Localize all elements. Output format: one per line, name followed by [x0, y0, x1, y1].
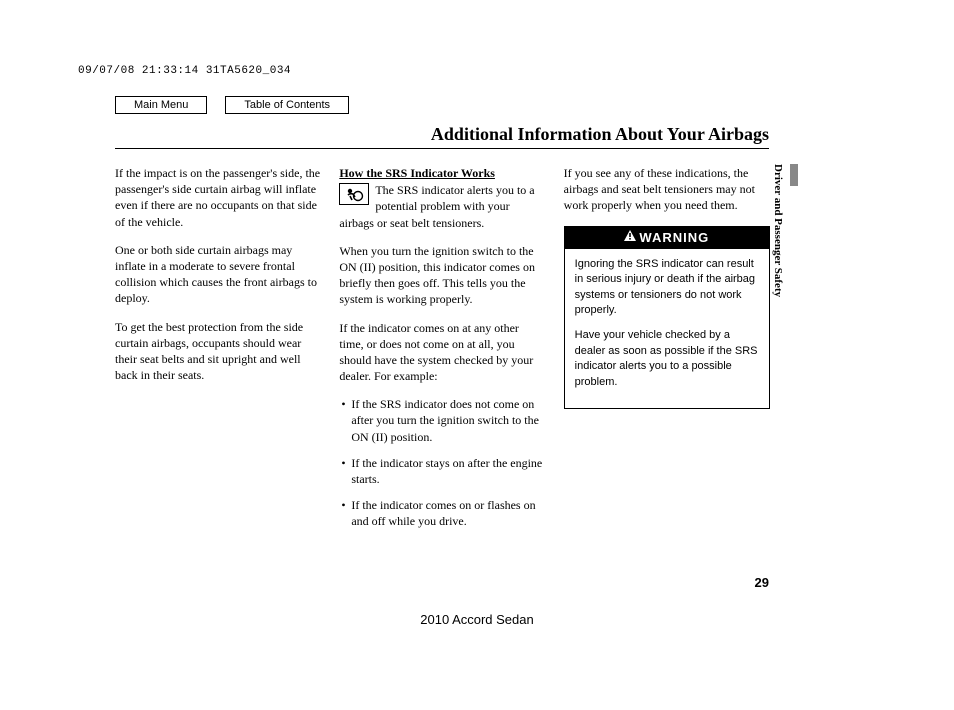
bullet-1: If the SRS indicator does not come on af… — [339, 396, 545, 445]
srs-subhead: How the SRS Indicator Works — [339, 165, 545, 181]
page-title: Additional Information About Your Airbag… — [431, 124, 769, 145]
vehicle-label: 2010 Accord Sedan — [0, 612, 954, 627]
nav-buttons: Main Menu Table of Contents — [115, 96, 349, 114]
warning-header: WARNING — [565, 227, 769, 249]
side-section-label: Driver and Passenger Safety — [772, 164, 784, 297]
side-index-block — [790, 164, 798, 186]
warning-triangle-icon — [624, 228, 636, 246]
col1-p1: If the impact is on the passenger's side… — [115, 165, 321, 230]
title-rule — [115, 148, 769, 149]
timestamp: 09/07/08 21:33:14 31TA5620_034 — [78, 65, 291, 77]
warning-p1: Ignoring the SRS indicator can result in… — [575, 257, 759, 319]
warning-box: WARNING Ignoring the SRS indicator can r… — [564, 226, 770, 409]
col1-p2: One or both side curtain airbags may inf… — [115, 242, 321, 307]
col1-p3: To get the best protection from the side… — [115, 319, 321, 384]
warning-body: Ignoring the SRS indicator can result in… — [565, 249, 769, 390]
main-menu-button[interactable]: Main Menu — [115, 96, 207, 114]
toc-button[interactable]: Table of Contents — [225, 96, 349, 114]
srs-indicator-icon — [339, 183, 369, 205]
warning-label: WARNING — [639, 230, 709, 245]
page-number: 29 — [755, 575, 769, 590]
bullet-2: If the indicator stays on after the engi… — [339, 455, 545, 487]
bullet-3: If the indicator comes on or flashes on … — [339, 497, 545, 529]
column-1: If the impact is on the passenger's side… — [115, 165, 321, 540]
col2-bullets: If the SRS indicator does not come on af… — [339, 396, 545, 529]
warning-p2: Have your vehicle checked by a dealer as… — [575, 328, 759, 390]
column-2: How the SRS Indicator Works The SRS indi… — [339, 165, 545, 540]
content-columns: If the impact is on the passenger's side… — [115, 165, 770, 540]
col2-p2: When you turn the ignition switch to the… — [339, 243, 545, 308]
column-3: If you see any of these indications, the… — [564, 165, 770, 540]
col2-p3: If the indicator comes on at any other t… — [339, 320, 545, 385]
col2-p1: The SRS indicator alerts you to a potent… — [339, 182, 545, 231]
col3-p1: If you see any of these indications, the… — [564, 165, 770, 214]
